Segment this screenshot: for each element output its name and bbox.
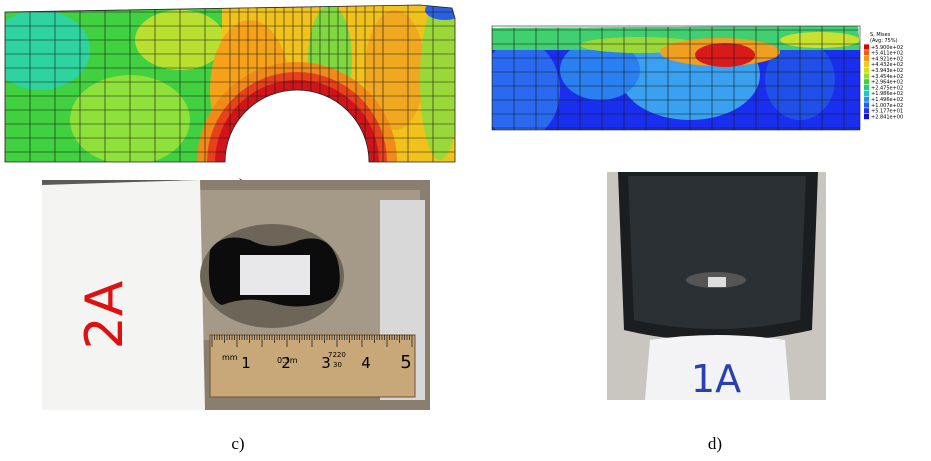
ruler-digit: 4 — [361, 354, 371, 372]
legend-swatch — [864, 108, 869, 113]
legend-swatch — [864, 62, 869, 67]
contour-plot-b — [480, 20, 862, 140]
legend: S, Mises (Avg: 75%) +5.900e+02+5.411e+02… — [864, 32, 903, 120]
ruler-digit: 2 — [281, 354, 291, 372]
specimen-marker: 1A — [691, 357, 741, 401]
legend-subtitle: (Avg: 75%) — [870, 38, 898, 44]
legend-swatch — [864, 44, 869, 49]
panel-label: d) — [708, 434, 722, 453]
ruler-small: 30 — [333, 361, 342, 369]
legend-value: +2.841e+00 — [871, 114, 903, 120]
photo-d: 1A — [607, 172, 826, 401]
ruler-digit: 3 — [321, 354, 331, 372]
legend-swatch — [864, 79, 869, 84]
photo-c: 2A mm 0.3m 7220 30 — [42, 180, 430, 410]
legend-swatch — [864, 56, 869, 61]
figure: a) S, Mises (Avg: 75%) +5.900e+02+5.411e… — [0, 0, 931, 461]
legend-swatch — [864, 85, 869, 90]
ruler-unit: mm — [222, 353, 238, 362]
ruler-digit: 5 — [400, 352, 411, 373]
panel-label: c) — [231, 434, 244, 453]
legend-swatch — [864, 114, 869, 119]
legend-swatch — [864, 68, 869, 73]
legend-swatch — [864, 97, 869, 102]
legend-swatch — [864, 91, 869, 96]
legend-swatch — [864, 102, 869, 107]
legend-swatch — [864, 50, 869, 55]
ruler-digit: 1 — [241, 354, 251, 372]
legend-swatch — [864, 73, 869, 78]
specimen-marker: 2A — [75, 280, 135, 349]
